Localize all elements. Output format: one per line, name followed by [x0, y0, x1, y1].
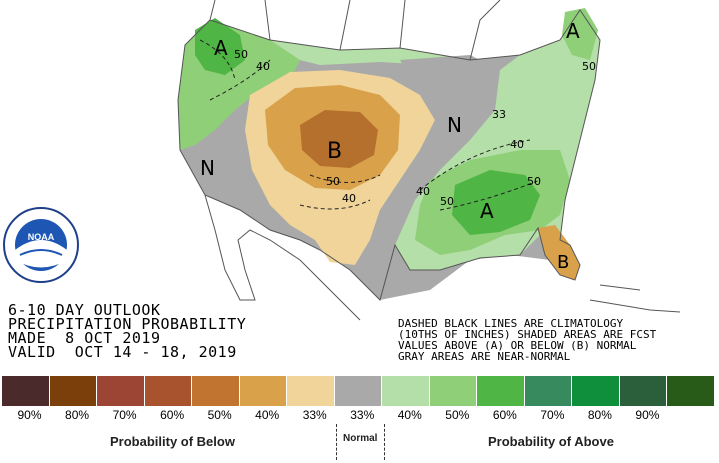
- legend-swatch: [144, 376, 193, 406]
- label-N-west: N: [200, 156, 215, 180]
- contour-label-33-ne: 33: [492, 108, 506, 121]
- legend-label: 70%: [112, 408, 137, 422]
- legend-label: 33%: [350, 408, 375, 422]
- legend-label: 90%: [635, 408, 660, 422]
- legend-labels: 90% 80% 70% 60% 50% 40% 33% 33% 40% 50% 60% 70% 80% 9…: [2, 408, 715, 424]
- legend-label: 60%: [492, 408, 517, 422]
- canada-border: [209, 0, 501, 61]
- legend-label: 90%: [17, 408, 42, 422]
- contour-label-40-nw: 40: [256, 60, 270, 73]
- above-region-southeast-core: [452, 170, 540, 235]
- contour-label-50-ne: 50: [582, 60, 596, 73]
- legend-label: 80%: [587, 408, 612, 422]
- contour-label-50-plains: 50: [326, 175, 340, 188]
- below-region-plains-core: [300, 110, 378, 168]
- below-region-florida: [538, 225, 580, 280]
- legend-swatch: [382, 376, 430, 406]
- legend-label: [667, 408, 715, 424]
- forecast-map: A A A B B N N 50 40 50 40 33 40 40 50 50…: [3, 0, 681, 321]
- legend-swatch: [239, 376, 288, 406]
- contour-label-40-plains: 40: [342, 192, 356, 205]
- legend-color-bar: [2, 376, 715, 406]
- map-canvas: A A A B B N N 50 40 50 40 33 40 40 50 50…: [3, 0, 681, 321]
- legend-swatch: [287, 376, 335, 406]
- legend-normal-title: Normal: [343, 433, 378, 444]
- outlook-subtitle: PRECIPITATION PROBABILITY: [8, 315, 247, 333]
- label-N-midwest: N: [447, 113, 462, 137]
- climatology-contour-plains-40: [299, 199, 371, 210]
- contour-label-40-se: 40: [416, 185, 430, 198]
- contour-label-50-nw: 50: [234, 48, 248, 61]
- outlook-title: 6-10 DAY OUTLOOK: [8, 301, 161, 319]
- outlook-made-date: MADE 8 OCT 2019: [8, 329, 161, 347]
- legend-swatch: [334, 376, 383, 406]
- legend-swatch: [429, 376, 478, 406]
- note-line-3: VALUES ABOVE (A) OR BELOW (B) NORMAL: [398, 339, 637, 352]
- above-region-northwest-core: [195, 18, 245, 75]
- contour-label-40-east: 40: [510, 138, 524, 151]
- climatology-contour-east: [419, 139, 531, 191]
- contour-label-50-se2: 50: [527, 175, 541, 188]
- legend-label: 33%: [302, 408, 327, 422]
- near-normal-region-midwest: [355, 55, 500, 265]
- legend-swatch: [619, 376, 668, 406]
- legend-label: 70%: [540, 408, 565, 422]
- label-A-northwest: A: [214, 36, 228, 60]
- contour-label-50-se: 50: [440, 195, 454, 208]
- legend-swatch: [524, 376, 573, 406]
- legend-swatch: [2, 376, 50, 406]
- legend-swatch: [477, 376, 525, 406]
- legend-below-title: Probability of Below: [110, 434, 235, 449]
- climatology-contour-50-nw: [199, 39, 236, 81]
- legend-swatch: [667, 376, 715, 406]
- legend-label: 50%: [445, 408, 470, 422]
- legend-above-title: Probability of Above: [488, 434, 614, 449]
- noaa-logo-text: NOAA: [28, 232, 55, 242]
- climatology-contour-plains: [309, 174, 381, 183]
- note-line-2: (10THS OF INCHES) SHADED AREAS ARE FCST: [398, 328, 657, 341]
- legend-swatch: [192, 376, 240, 406]
- mexico-outline: [204, 194, 361, 321]
- legend-divider-left: [336, 424, 337, 460]
- legend-label: 50%: [207, 408, 232, 422]
- outlook-title-block: 6-10 DAY OUTLOOK PRECIPITATION PROBABILI…: [8, 301, 247, 361]
- coastline: [177, 9, 601, 301]
- notes-block: DASHED BLACK LINES ARE CLIMATOLOGY (10TH…: [398, 318, 656, 362]
- legend-label: 80%: [65, 408, 90, 422]
- legend-label: 60%: [160, 408, 185, 422]
- legend-swatch: [572, 376, 620, 406]
- legend-label: 40%: [255, 408, 280, 422]
- label-B-florida: B: [557, 252, 569, 273]
- label-A-southeast: A: [480, 199, 494, 223]
- label-A-northeast: A: [566, 19, 580, 43]
- label-B-plains: B: [327, 139, 342, 164]
- above-region-northeast-core: [562, 8, 598, 60]
- note-line-1: DASHED BLACK LINES ARE CLIMATOLOGY: [398, 317, 624, 330]
- outlook-valid-dates: VALID OCT 14 - 18, 2019: [8, 343, 237, 361]
- caribbean-outline: [589, 284, 681, 313]
- climatology-contour-40-nw: [209, 59, 271, 101]
- legend-swatch: [97, 376, 145, 406]
- legend-swatch: [49, 376, 98, 406]
- legend-label: 40%: [397, 408, 422, 422]
- legend-divider-right: [384, 424, 385, 460]
- climatology-contour-se: [439, 179, 541, 211]
- note-line-4: GRAY AREAS ARE NEAR-NORMAL: [398, 350, 571, 363]
- noaa-logo: NOAA: [3, 207, 79, 283]
